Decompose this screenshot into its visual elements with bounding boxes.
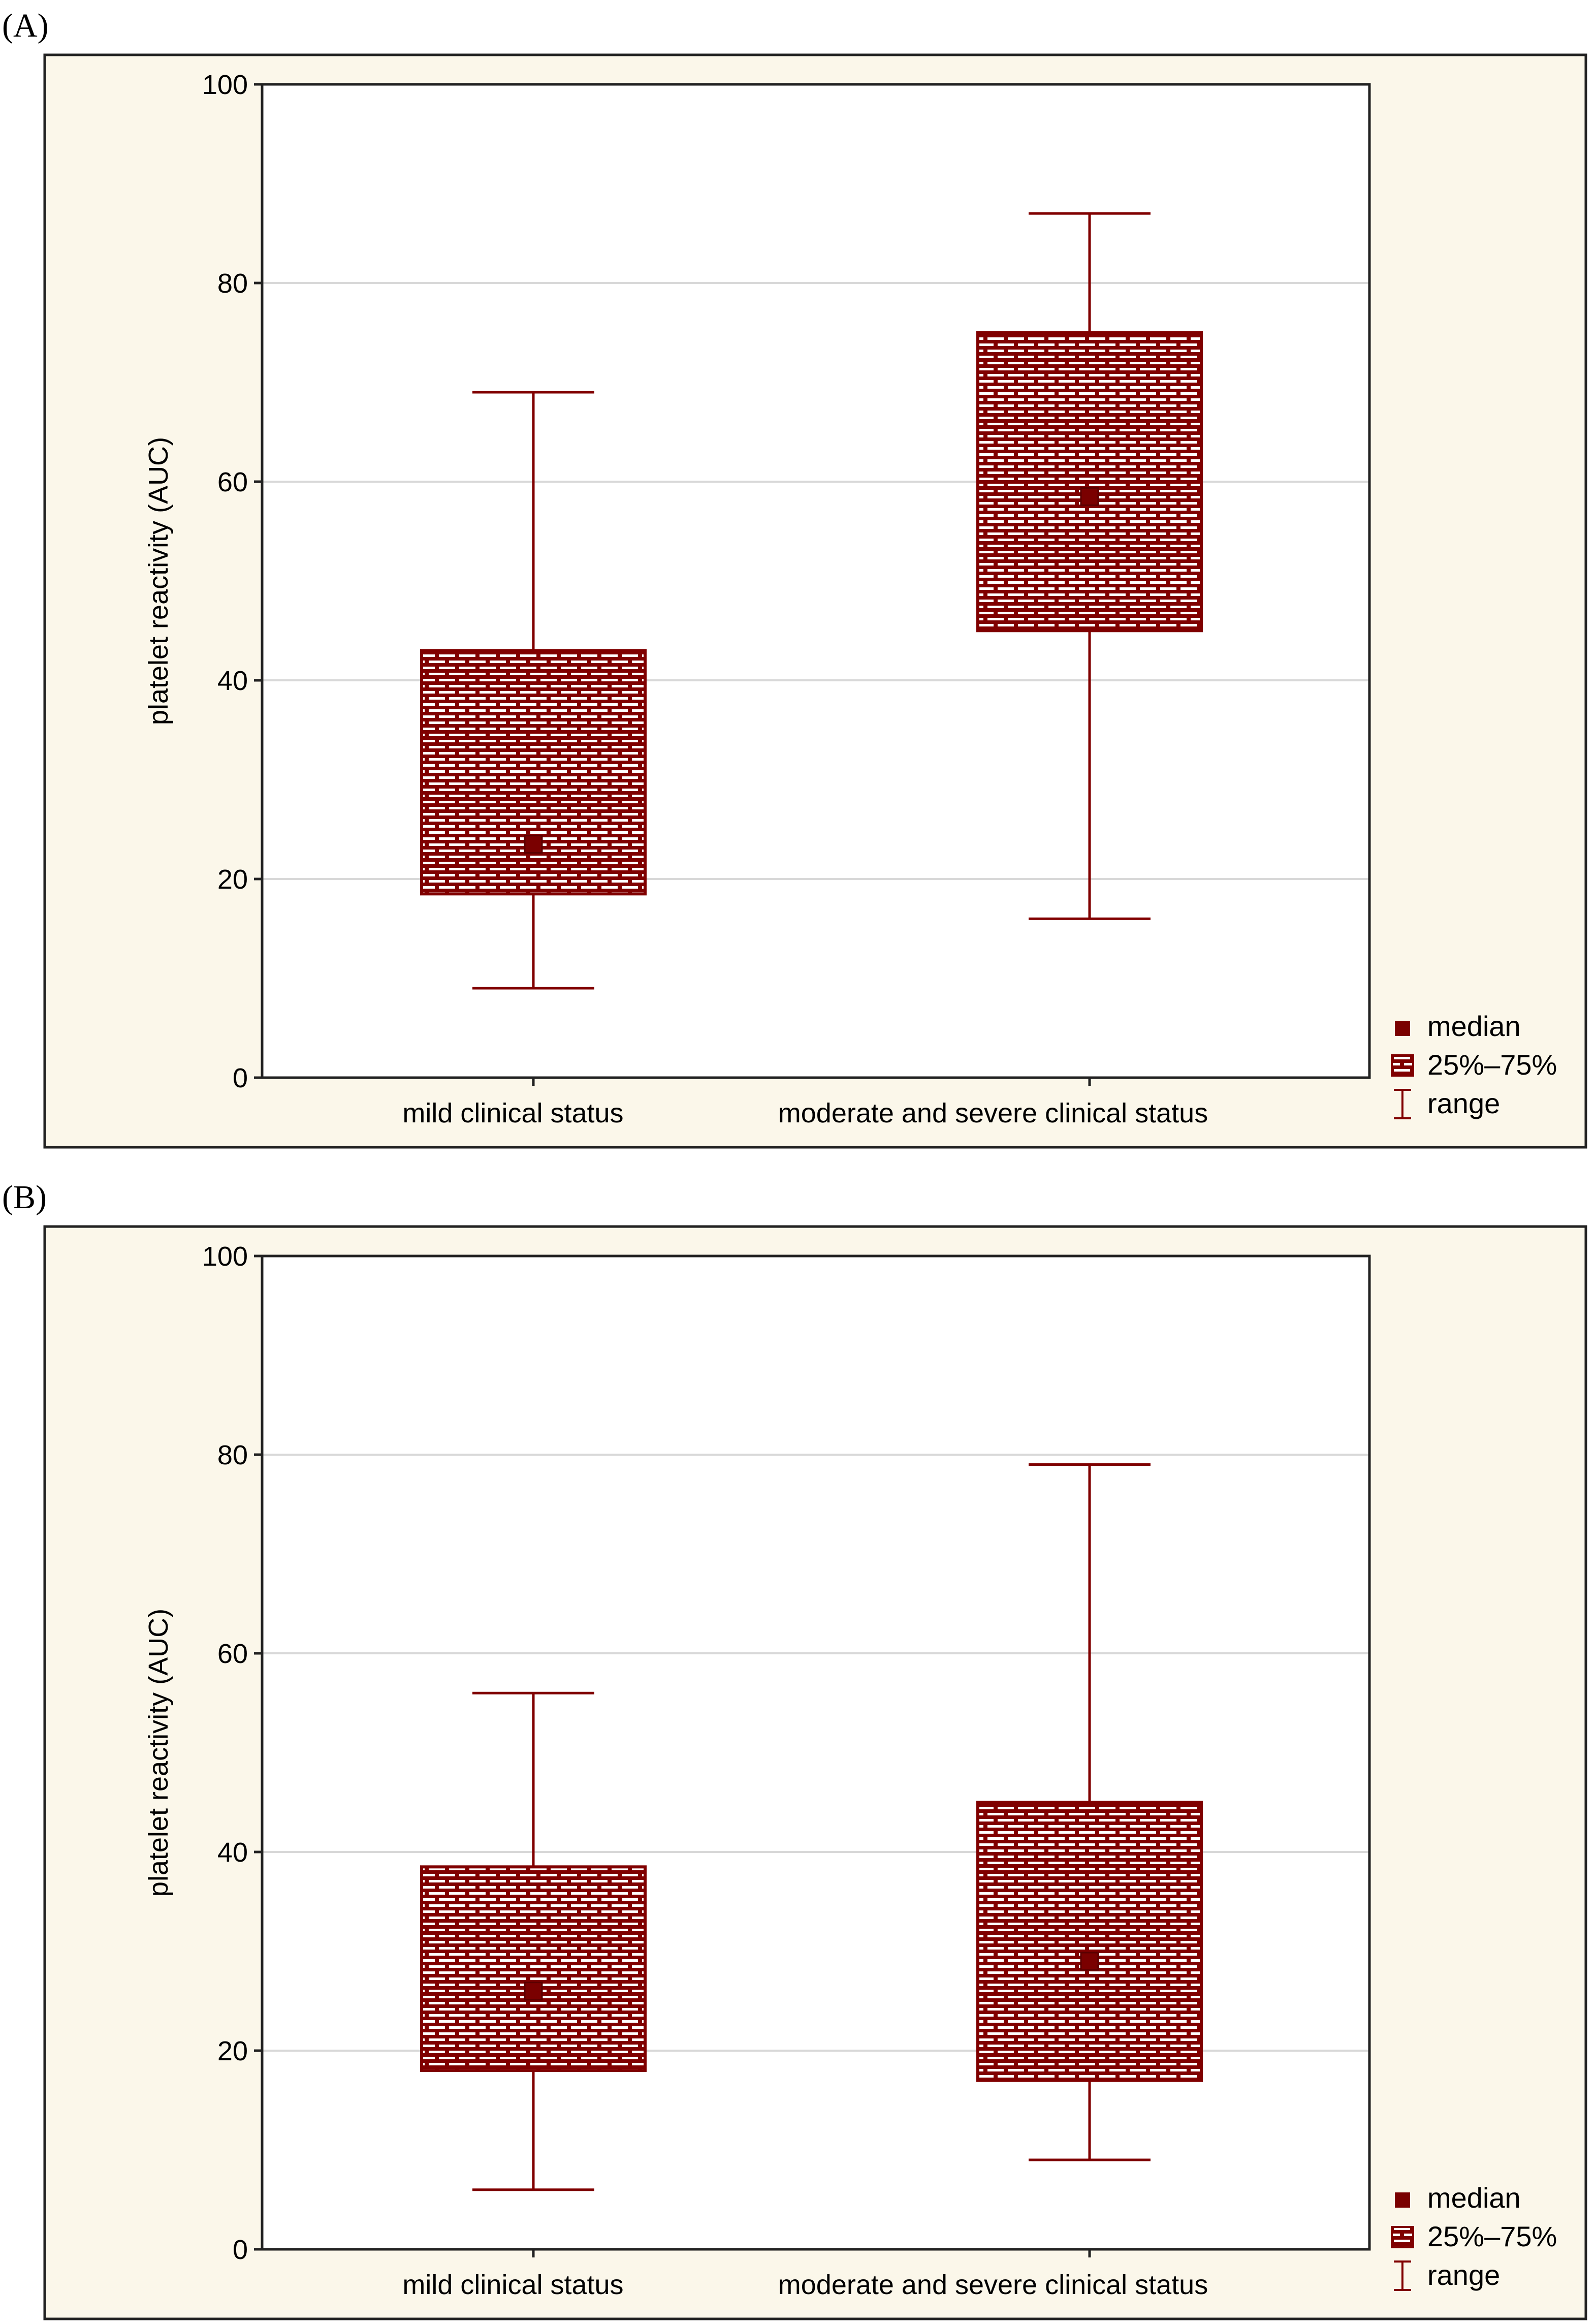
- y-tick-label: 20: [217, 2036, 248, 2066]
- y-tick-label: 100: [202, 70, 248, 100]
- plot-border: [261, 1254, 1371, 2251]
- median-marker: [1080, 487, 1099, 506]
- plot-area: [262, 1256, 1369, 2249]
- panel-label: (B): [2, 1179, 47, 1216]
- legend-median-label: median: [1427, 2182, 1521, 2214]
- median-marker: [524, 1982, 543, 2001]
- x-tick-label: mild clinical status: [402, 2270, 623, 2300]
- x-tick-label: moderate and severe clinical status: [778, 1098, 1208, 1128]
- y-tick-label: 100: [202, 1241, 248, 1272]
- median-marker: [524, 835, 543, 854]
- legend: median 25%–75% range: [1391, 2182, 1557, 2291]
- y-tick-label: 0: [233, 2235, 248, 2265]
- legend-iqr-label: 25%–75%: [1427, 1049, 1557, 1081]
- y-tick-label: 60: [217, 467, 248, 497]
- plot-border: [261, 83, 1371, 1079]
- legend-median-label: median: [1427, 1010, 1521, 1042]
- y-axis-title: platelet reactivity (AUC): [143, 1609, 174, 1897]
- median-marker: [1080, 1952, 1099, 1971]
- x-tick-label: moderate and severe clinical status: [778, 2270, 1208, 2300]
- chart-panel-a: (A) 0 20 40 60 80 100 platelet reactivity (AUC)…: [2, 7, 1587, 1149]
- y-tick-label: 80: [217, 268, 248, 299]
- y-tick-label: 60: [217, 1639, 248, 1669]
- iqr-box: [976, 1801, 1203, 2082]
- iqr-box: [420, 1865, 647, 2072]
- x-tick-label: mild clinical status: [402, 1098, 623, 1128]
- legend-range-label: range: [1427, 1087, 1500, 1119]
- legend-range-label: range: [1427, 2259, 1500, 2291]
- legend-box-icon: [1391, 2226, 1414, 2248]
- panel-label: (A): [2, 7, 49, 44]
- y-tick-label: 20: [217, 864, 248, 895]
- y-tick-label: 40: [217, 666, 248, 696]
- y-axis-title: platelet reactivity (AUC): [143, 437, 174, 725]
- chart-panel-b: (B) 0 20 40 60 80 100 platelet reactivity (AUC)…: [2, 1179, 1587, 2320]
- legend-median-icon: [1395, 1021, 1410, 1036]
- y-tick-label: 0: [233, 1063, 248, 1093]
- legend-median-icon: [1395, 2192, 1410, 2208]
- y-tick-label: 80: [217, 1440, 248, 1470]
- legend: median 25%–75% range: [1391, 1010, 1557, 1119]
- legend-iqr-label: 25%–75%: [1427, 2220, 1557, 2252]
- legend-box-icon: [1391, 1054, 1414, 1077]
- plot-area: [262, 84, 1369, 1078]
- iqr-box: [420, 649, 647, 896]
- y-tick-label: 40: [217, 1837, 248, 1868]
- iqr-box: [976, 331, 1203, 633]
